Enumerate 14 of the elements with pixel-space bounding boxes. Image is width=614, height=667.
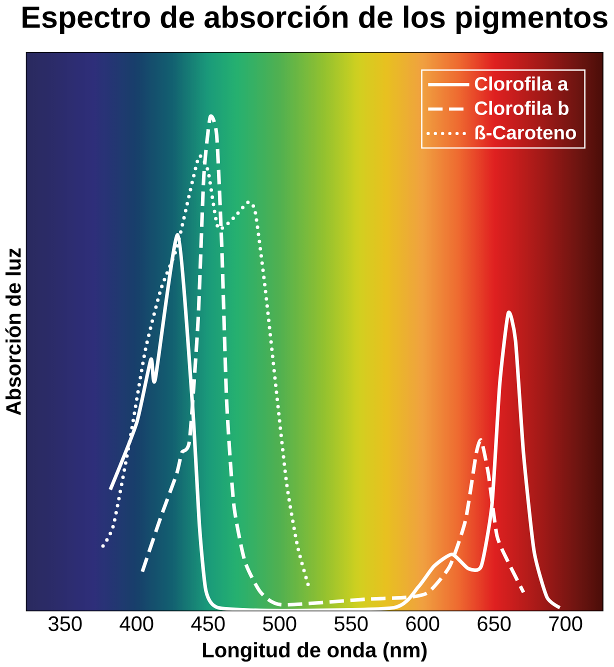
legend-label: Clorofila b [474,100,569,115]
x-tick-label: 500 [263,616,296,632]
x-tick-label: 400 [120,616,154,632]
x-tick-label: 350 [48,616,82,632]
legend-label: Clorofila a [474,76,568,91]
x-axis-title: Longitud de onda (nm) [203,642,427,662]
x-tick-label: 650 [478,616,511,632]
x-tick-label: 450 [191,616,225,632]
x-tick-label: 600 [406,616,440,632]
x-tick-label: 700 [549,616,582,632]
y-axis-title: Absorción de luz [5,248,21,416]
x-tick-label: 550 [334,616,368,632]
legend-label: ß-Caroteno [475,125,576,140]
chart-title: Espectro de absorción de los pigmentos [22,5,608,34]
